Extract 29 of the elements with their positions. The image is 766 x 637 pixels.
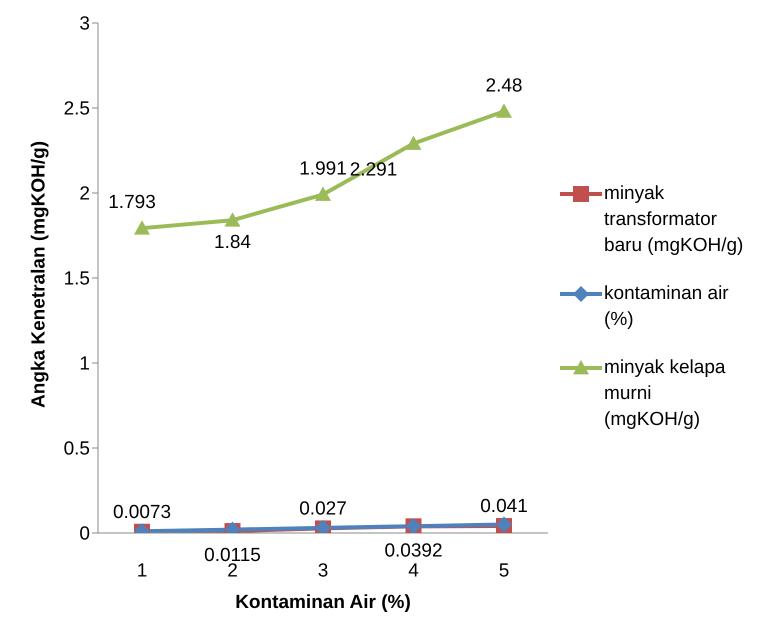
y-tick-label: 1.5 xyxy=(64,268,90,290)
data-label: 1.84 xyxy=(214,232,252,254)
data-label: 1.793 xyxy=(108,192,156,214)
data-label: 0.041 xyxy=(480,496,528,518)
legend-label: minyak kelapa murni (mgKOH/g) xyxy=(604,356,726,432)
legend-label: minyak transformator baru (mgKOH/g) xyxy=(604,182,744,258)
y-tick-label: 3 xyxy=(79,14,90,35)
y-tick-label: 2 xyxy=(79,184,90,205)
data-label: 2.48 xyxy=(486,75,522,96)
y-tick-label: 1 xyxy=(79,354,90,375)
x-tick-label: 1 xyxy=(136,560,148,582)
x-tick-label: 4 xyxy=(408,560,420,582)
y-tick-label: 0.5 xyxy=(64,438,90,460)
point xyxy=(315,186,331,201)
data-label: 0.0073 xyxy=(112,502,172,523)
x-axis-title: Kontaminan Air (%) xyxy=(235,592,411,613)
point xyxy=(406,136,422,150)
x-tick-label: 3 xyxy=(318,560,328,582)
point xyxy=(224,212,240,227)
y-axis-title: Angka Kenetralan (mgKOH/g) xyxy=(28,140,50,408)
x-tick-label: 5 xyxy=(498,560,510,582)
data-label: 0.027 xyxy=(299,498,347,520)
data-label: 1.991 xyxy=(299,158,347,180)
y-tick-label: 0 xyxy=(79,524,90,545)
point xyxy=(496,103,512,118)
point xyxy=(134,220,150,235)
legend-label: kontaminan air (%) xyxy=(604,282,730,332)
y-tick-label: 2.5 xyxy=(64,98,90,120)
data-label: 0.0392 xyxy=(384,540,443,562)
